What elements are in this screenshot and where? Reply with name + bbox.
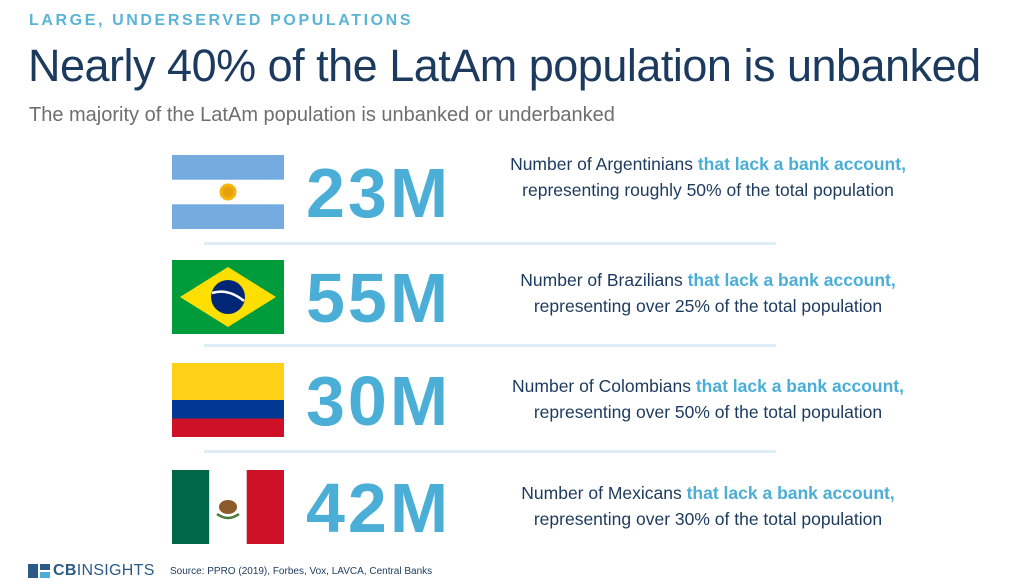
stat-figure: 42M	[306, 469, 452, 547]
row-divider	[204, 344, 776, 347]
stat-figure: 55M	[306, 259, 452, 337]
brazil-flag-icon	[172, 260, 284, 334]
page-subtitle: The majority of the LatAm population is …	[29, 104, 615, 126]
logo-wordmark: CBINSIGHTS	[53, 562, 155, 579]
stat-description: Number of Colombians that lack a bank ac…	[512, 376, 904, 422]
stat-figure: 23M	[306, 154, 452, 232]
stat-description: Number of Brazilians that lack a bank ac…	[520, 270, 896, 316]
mexico-flag-icon	[172, 470, 284, 544]
stat-row-colombia: 30M Number of Colombians that lack a ban…	[0, 362, 1024, 455]
stat-description: Number of Argentinians that lack a bank …	[510, 154, 906, 200]
row-divider	[204, 242, 776, 245]
source-note: Source: PPRO (2019), Forbes, Vox, LAVCA,…	[170, 566, 433, 577]
argentina-flag-icon	[172, 155, 284, 229]
row-divider	[204, 450, 776, 453]
section-eyebrow: LARGE, UNDERSERVED POPULATIONS	[29, 12, 414, 29]
stat-row-argentina: 23M Number of Argentinians that lack a b…	[0, 154, 1024, 247]
cbinsights-logo: CBINSIGHTS	[28, 562, 155, 580]
stat-figure: 30M	[306, 362, 452, 440]
stat-row-mexico: 42M Number of Mexicans that lack a bank …	[0, 469, 1024, 562]
stat-description: Number of Mexicans that lack a bank acco…	[521, 483, 895, 529]
cbinsights-logo-mark-icon	[28, 564, 50, 578]
page-title: Nearly 40% of the LatAm population is un…	[28, 40, 981, 91]
colombia-flag-icon	[172, 363, 284, 437]
stat-row-brazil: 55M Number of Brazilians that lack a ban…	[0, 259, 1024, 352]
